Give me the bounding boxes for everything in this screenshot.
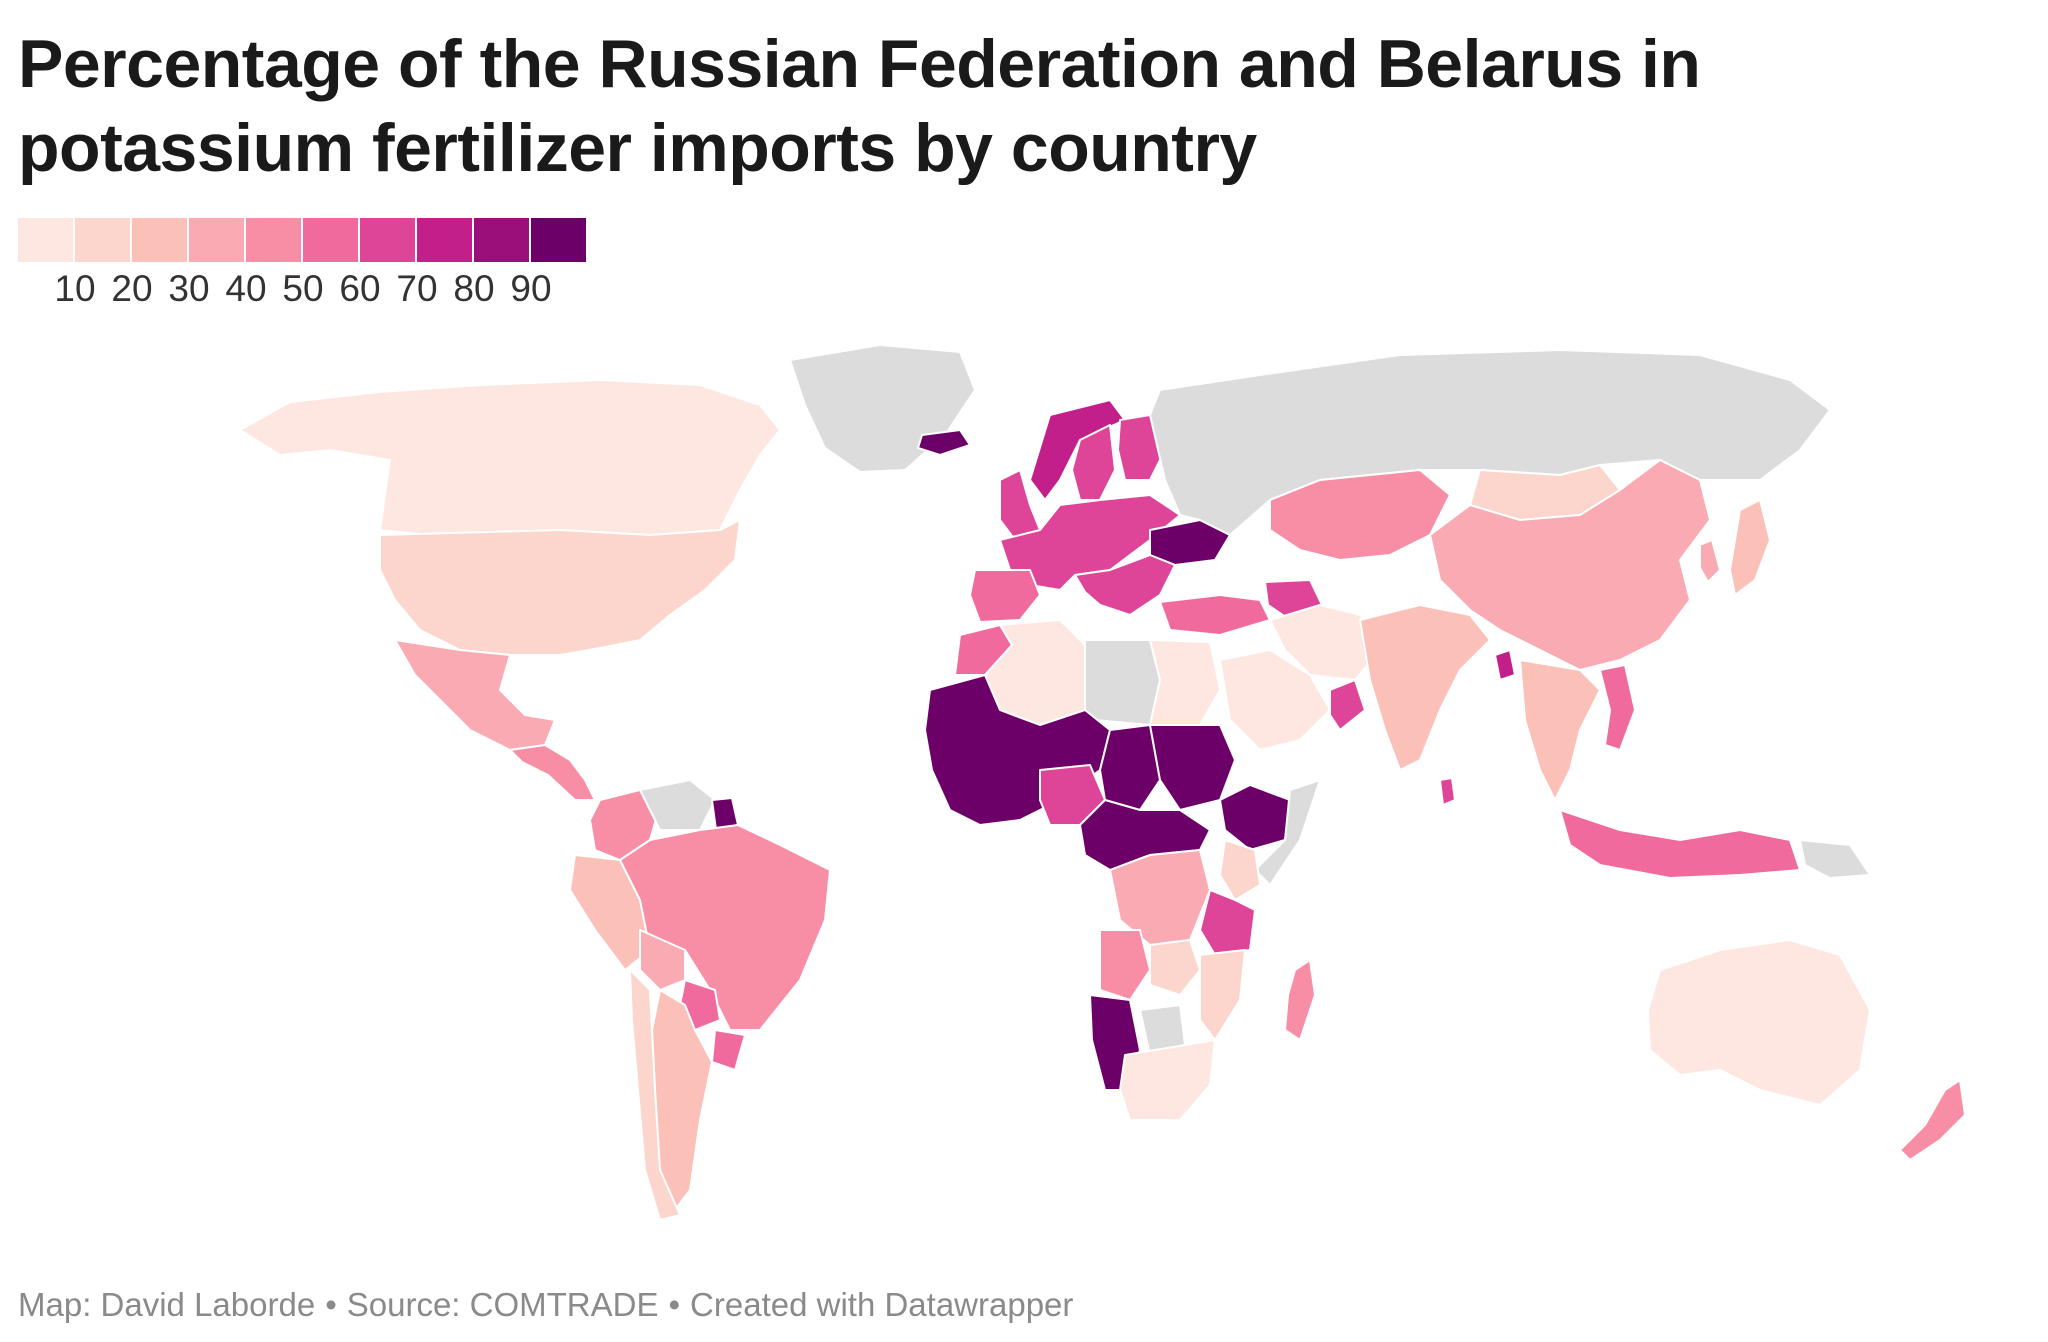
region-zambia (1149, 939, 1201, 996)
region-mozambique (1199, 949, 1246, 1041)
region-uruguay (711, 1029, 746, 1071)
region-india (1359, 604, 1491, 771)
world-map-svg (239, 344, 1966, 1221)
legend-swatch-4 (246, 218, 301, 262)
legend-tick-40: 40 (225, 268, 267, 309)
region-chad (1099, 724, 1161, 811)
region-brazil (619, 824, 831, 1031)
region-kenya (1219, 839, 1261, 901)
region-united-states (379, 519, 741, 656)
region-turkey (1159, 594, 1271, 636)
region-central-africa (1079, 799, 1211, 871)
legend-swatch-1 (75, 218, 130, 262)
region-bangladesh (1494, 649, 1516, 681)
legend-tick-90: 90 (510, 268, 552, 309)
map-credit: Map: David Laborde (18, 1286, 316, 1323)
legend-swatch-7 (417, 218, 472, 262)
legend-tick-80: 80 (453, 268, 495, 309)
region-bolivia (639, 929, 686, 991)
region-new-zealand (1899, 1079, 1966, 1161)
world-map (0, 330, 2048, 1230)
legend-tick-30: 30 (168, 268, 210, 309)
legend-swatch-0 (18, 218, 73, 262)
region-madagascar (1284, 959, 1316, 1041)
region-spain (969, 569, 1041, 623)
source-credit: Source: COMTRADE (346, 1286, 659, 1323)
legend-tick-20: 20 (111, 268, 153, 309)
legend-tick-50: 50 (282, 268, 324, 309)
region-iceland (917, 429, 971, 456)
region-southeast-asia (1519, 659, 1601, 801)
region-ethiopia (1219, 784, 1291, 851)
region-australia (1647, 939, 1871, 1106)
legend-ticks: 10 20 30 40 50 60 70 80 90 (18, 268, 588, 309)
color-legend: 10 20 30 40 50 60 70 80 90 (18, 218, 588, 309)
footer-separator-1: • (325, 1286, 337, 1323)
footer-separator-2: • (668, 1286, 681, 1323)
region-papua-new-guinea (1799, 839, 1871, 879)
legend-swatches (18, 218, 588, 262)
region-canada (239, 379, 781, 536)
footer-credits: Map: David Laborde • Source: COMTRADE • Crea… (18, 1286, 1073, 1324)
region-china (1429, 459, 1711, 671)
region-vietnam (1599, 664, 1636, 751)
region-japan (1729, 499, 1771, 596)
datawrapper-credit: Created with Datawrapper (690, 1286, 1074, 1323)
region-indonesia (1559, 809, 1801, 879)
region-norway (1029, 399, 1126, 501)
region-central-america (509, 744, 596, 801)
region-sudan (1149, 724, 1236, 811)
region-egypt (1149, 639, 1221, 726)
legend-swatch-6 (360, 218, 415, 262)
region-south-africa (1119, 1039, 1216, 1121)
region-angola (1099, 929, 1151, 1001)
legend-tick-60: 60 (339, 268, 381, 309)
legend-tick-70: 70 (396, 268, 438, 309)
region-sri-lanka (1439, 777, 1456, 806)
legend-swatch-9 (531, 218, 586, 262)
region-somalia (1254, 779, 1321, 886)
region-mexico (394, 639, 556, 751)
legend-swatch-3 (189, 218, 244, 262)
legend-tick-10: 10 (54, 268, 96, 309)
region-tanzania (1199, 889, 1256, 956)
region-korea (1699, 539, 1721, 583)
legend-swatch-2 (132, 218, 187, 262)
region-chile (629, 969, 681, 1221)
map-title: Percentage of the Russian Federation and… (18, 26, 1701, 186)
region-saudi-arabia (1219, 649, 1331, 751)
region-dr-congo (1109, 849, 1211, 946)
legend-swatch-8 (474, 218, 529, 262)
region-oman (1329, 679, 1366, 731)
region-balkans (1074, 554, 1176, 616)
region-libya (1084, 639, 1161, 726)
legend-swatch-5 (303, 218, 358, 262)
